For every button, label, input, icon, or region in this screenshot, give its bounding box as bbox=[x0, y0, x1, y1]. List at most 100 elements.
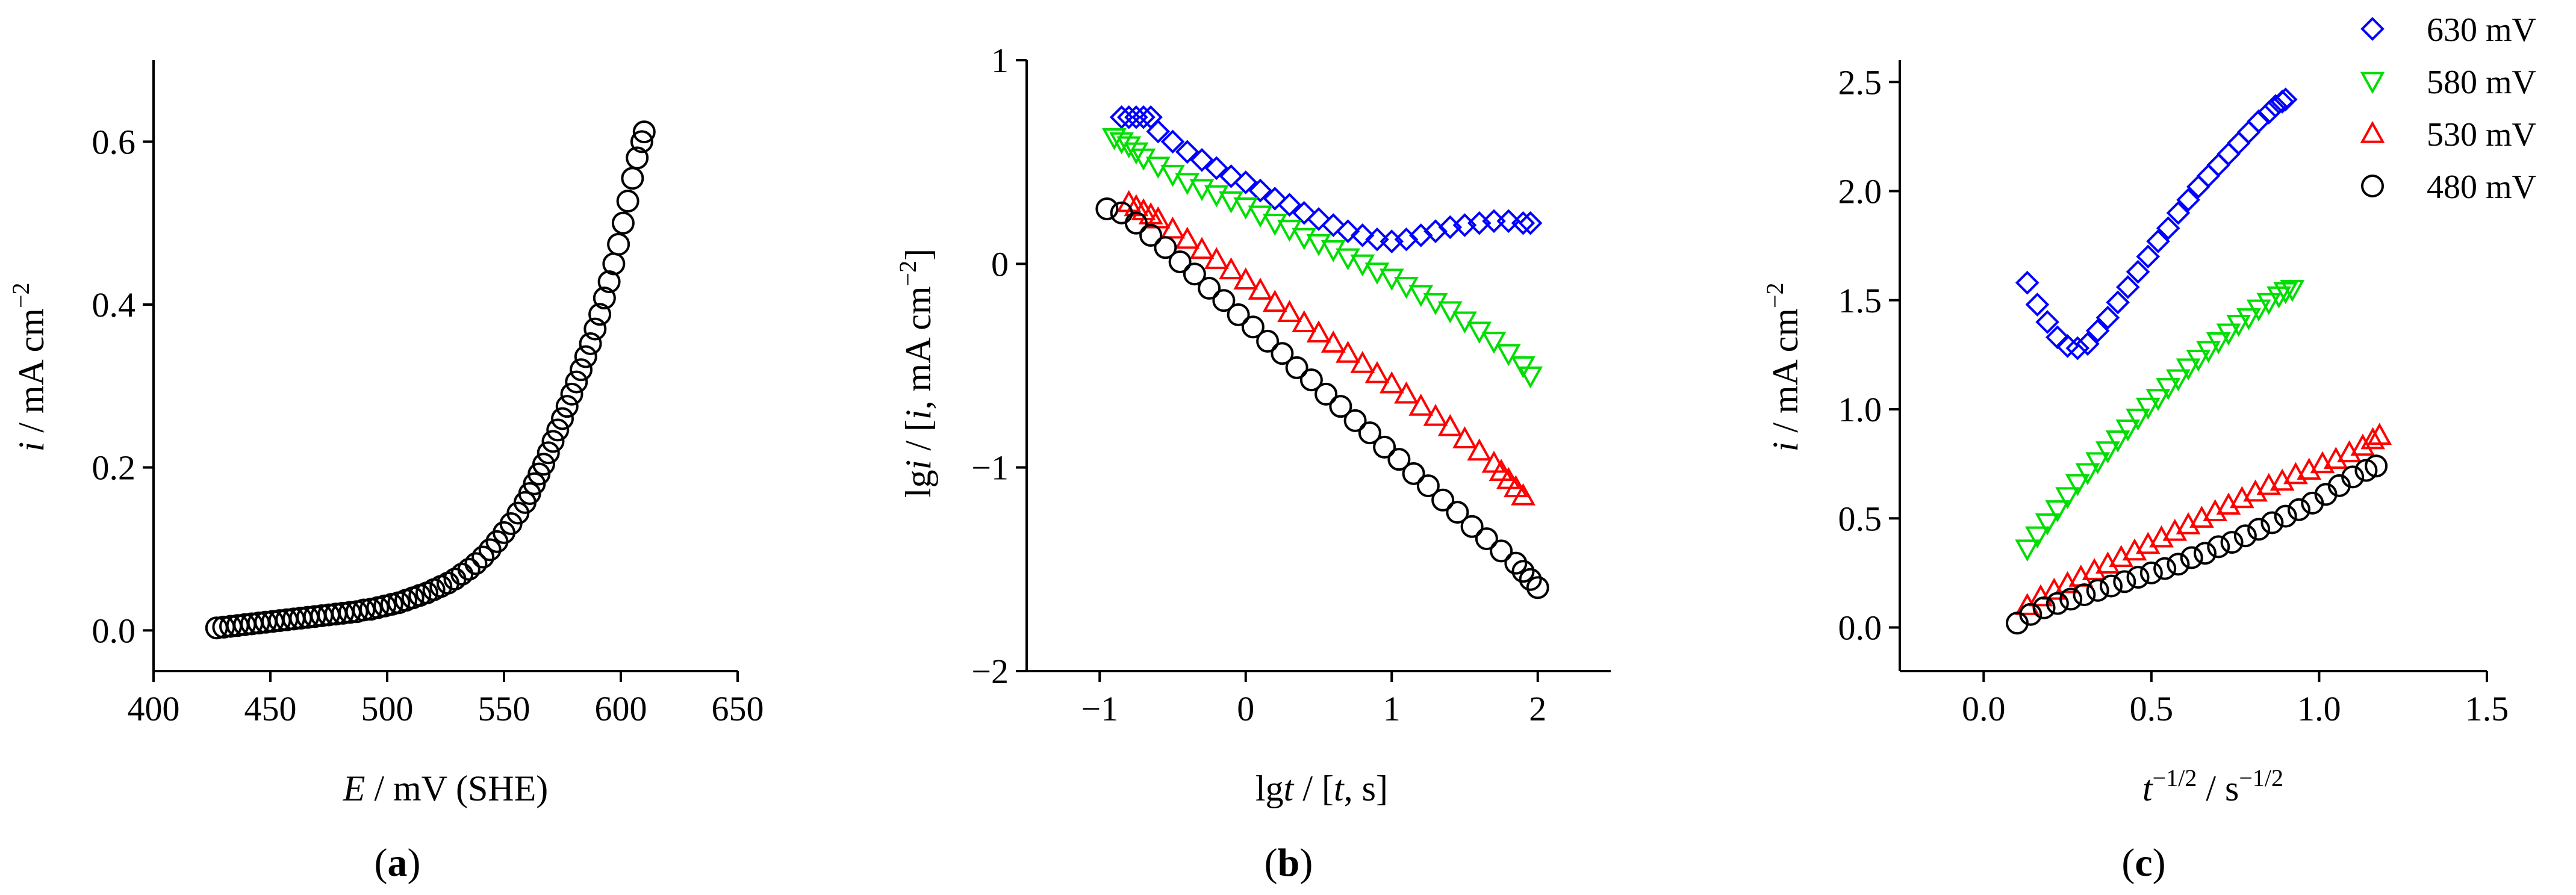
data-point bbox=[602, 252, 626, 276]
data-point bbox=[626, 146, 649, 170]
data-point bbox=[1204, 156, 1229, 181]
data-point bbox=[2216, 323, 2241, 346]
data-point bbox=[1285, 356, 1308, 379]
data-point bbox=[2273, 282, 2298, 305]
data-point bbox=[2194, 542, 2217, 565]
data-point bbox=[1379, 371, 1404, 394]
x-tick-label: 1.0 bbox=[2297, 689, 2341, 728]
data-point bbox=[2167, 553, 2190, 576]
x-tick-label: 600 bbox=[595, 689, 647, 728]
series-i(E) bbox=[205, 120, 656, 640]
data-point bbox=[2280, 280, 2305, 302]
data-point bbox=[2263, 94, 2288, 118]
data-point bbox=[2166, 369, 2191, 392]
panel-b-y-title: lgi / [i, mA cm−2] bbox=[894, 249, 938, 498]
data-point bbox=[1124, 211, 1148, 235]
data-point bbox=[2236, 120, 2261, 144]
data-point bbox=[2095, 305, 2120, 330]
data-point bbox=[1219, 164, 1243, 188]
legend-label: 530 mV bbox=[2427, 116, 2536, 153]
data-point bbox=[1146, 119, 1171, 144]
data-point bbox=[597, 270, 621, 294]
data-point bbox=[570, 358, 593, 382]
data-point bbox=[1350, 223, 1375, 247]
data-point bbox=[2015, 270, 2039, 295]
data-point bbox=[1248, 277, 1273, 300]
data-point bbox=[2035, 513, 2060, 536]
data-point bbox=[1358, 421, 1381, 445]
data-point bbox=[2146, 229, 2170, 253]
data-point bbox=[1168, 250, 1192, 273]
data-point bbox=[574, 345, 597, 368]
x-tick-label: 500 bbox=[361, 689, 414, 728]
data-point bbox=[2126, 566, 2150, 589]
data-point bbox=[2176, 188, 2200, 212]
data-point bbox=[2019, 602, 2042, 626]
data-point bbox=[1277, 193, 1302, 217]
data-point bbox=[1160, 129, 1185, 154]
data-point bbox=[1496, 209, 1521, 234]
data-point bbox=[1306, 320, 1331, 342]
data-point bbox=[1160, 216, 1185, 239]
panel-b-marks bbox=[1095, 105, 1549, 599]
data-point bbox=[2035, 310, 2059, 334]
panel-a-x-var: E bbox=[343, 769, 366, 808]
series-580-mV bbox=[1102, 128, 1543, 389]
data-point bbox=[1116, 105, 1141, 129]
data-point bbox=[583, 317, 607, 341]
legend-marker bbox=[2360, 72, 2385, 94]
y-tick-label: 0.0 bbox=[1838, 609, 1882, 648]
data-point bbox=[2139, 561, 2163, 584]
panel-c-marks bbox=[2006, 87, 2392, 635]
data-point bbox=[2257, 101, 2281, 125]
data-point bbox=[2153, 557, 2177, 580]
data-point bbox=[2116, 275, 2140, 299]
panel-a: 400 450 500 550 600 650 0.0 0.2 0.4 0.6 E / mV (S… bbox=[7, 60, 764, 885]
data-point bbox=[1241, 315, 1265, 339]
x-tick-label: 550 bbox=[478, 689, 530, 728]
panel-a-y-sup: −2 bbox=[7, 283, 34, 309]
data-point bbox=[2085, 318, 2110, 343]
panel-c-ticks: 0.0 0.5 1.0 1.5 0.0 0.5 1.0 1.5 2.0 2.5 bbox=[1838, 63, 2509, 728]
data-point bbox=[1518, 211, 1543, 235]
data-point bbox=[1299, 368, 1323, 392]
data-point bbox=[2196, 164, 2221, 188]
data-point bbox=[2115, 420, 2141, 442]
data-point bbox=[1402, 462, 1425, 485]
data-point bbox=[630, 130, 653, 153]
data-point bbox=[2065, 336, 2090, 361]
panel-a-x-unit: / mV (SHE) bbox=[365, 769, 548, 808]
data-point bbox=[555, 395, 579, 418]
data-point bbox=[1365, 227, 1389, 252]
data-point bbox=[1350, 350, 1375, 373]
data-point bbox=[2180, 546, 2203, 569]
data-point bbox=[2226, 131, 2251, 155]
data-point bbox=[2260, 511, 2284, 534]
data-point bbox=[1116, 136, 1142, 159]
panel-b-x-title: lgt / [t, s] bbox=[1255, 769, 1388, 808]
legend-label: 630 mV bbox=[2427, 11, 2536, 49]
data-point bbox=[2246, 299, 2271, 322]
data-point bbox=[352, 598, 376, 622]
data-point bbox=[2135, 397, 2161, 420]
panel-c-y-title: i / mA cm−2 bbox=[1761, 283, 1805, 452]
data-point bbox=[1373, 435, 1396, 459]
y-tick-label: 0.5 bbox=[1838, 499, 1882, 538]
data-point bbox=[2145, 389, 2171, 411]
data-point bbox=[2025, 526, 2050, 549]
y-tick-label: −2 bbox=[971, 652, 1009, 691]
data-point bbox=[560, 382, 583, 406]
data-point bbox=[2196, 341, 2221, 364]
data-point bbox=[2086, 578, 2109, 602]
x-tick-label: 2 bbox=[1529, 689, 1546, 728]
data-point bbox=[2236, 308, 2261, 330]
data-point bbox=[2206, 332, 2231, 355]
data-point bbox=[2341, 465, 2365, 489]
data-point bbox=[2032, 596, 2056, 619]
panel-a-y-title: i / mA cm−2 bbox=[7, 283, 51, 452]
x-tick-label: 450 bbox=[244, 689, 297, 728]
panel-c-label: (c) bbox=[2121, 841, 2165, 885]
data-point bbox=[1475, 527, 1498, 551]
data-point bbox=[1343, 409, 1367, 432]
series-530-mV bbox=[2015, 423, 2392, 615]
